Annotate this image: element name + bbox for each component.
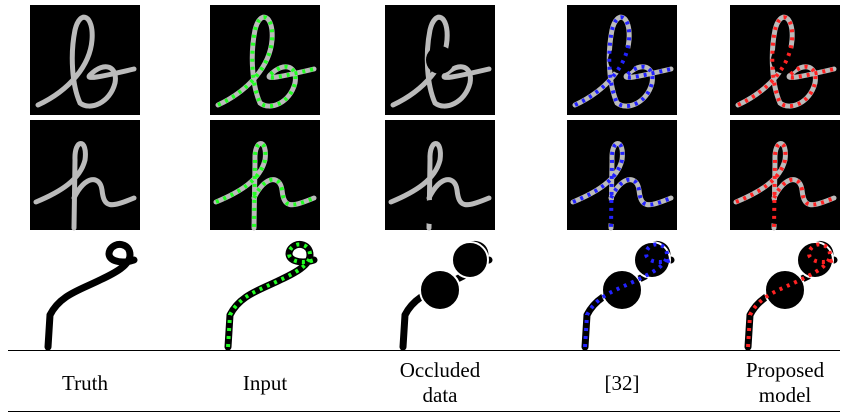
page: Truth Input Occluded data [32] Proposed mode… [0,0,846,416]
occlusion [452,242,488,278]
occlusion [420,270,460,310]
image-cell [385,235,495,347]
image-cell [385,120,495,230]
column-label: [32] [562,355,682,411]
occlusion [602,270,642,310]
figure-grid [0,0,846,352]
occlusion [419,200,443,224]
column-label: Truth [25,355,145,411]
occlusion [426,46,454,74]
occlusion [765,270,805,310]
column-label: Proposed model [735,355,835,411]
column-label: Occluded data [390,355,490,411]
top-rule [8,350,840,351]
occlusion [601,200,625,224]
image-cell [385,5,495,115]
image-cell [30,5,140,115]
image-cell [567,5,677,115]
image-bg [210,120,320,230]
image-cell [567,120,677,230]
image-cell [210,120,320,230]
image-cell [30,235,140,347]
image-cell [567,235,677,347]
image-bg [30,120,140,230]
column-label: Input [205,355,325,411]
image-cell [730,235,840,347]
image-cell [730,120,840,230]
bottom-rule [8,411,840,412]
image-cell [210,5,320,115]
cells [30,5,840,347]
image-cell [210,235,320,347]
image-cell [30,120,140,230]
occlusion [764,200,788,224]
image-cell [730,5,840,115]
